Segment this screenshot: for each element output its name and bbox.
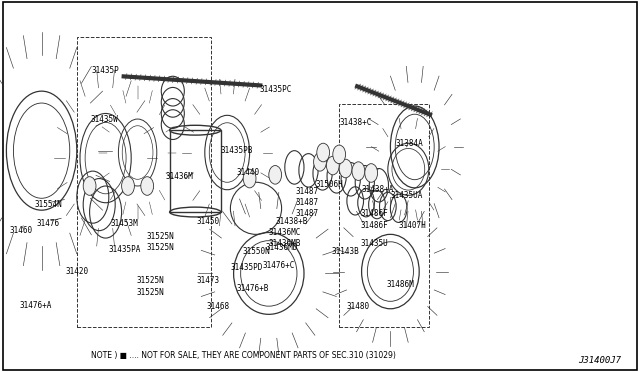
Text: 31487: 31487 <box>296 209 319 218</box>
Text: 31435UA: 31435UA <box>390 191 422 200</box>
Text: 31525N: 31525N <box>136 288 164 296</box>
Ellipse shape <box>122 177 134 195</box>
Ellipse shape <box>317 143 330 162</box>
Text: 31450: 31450 <box>196 217 220 226</box>
Bar <box>339 104 429 327</box>
Ellipse shape <box>269 166 282 184</box>
Text: 31550N: 31550N <box>242 247 270 256</box>
Ellipse shape <box>365 164 378 182</box>
Text: 31435P: 31435P <box>92 66 120 75</box>
Bar <box>77 37 211 327</box>
Text: 31525N: 31525N <box>136 276 164 285</box>
Ellipse shape <box>314 153 326 171</box>
Bar <box>170 130 221 212</box>
Ellipse shape <box>243 169 256 188</box>
Text: J31400J7: J31400J7 <box>578 356 621 365</box>
Text: 31435W: 31435W <box>90 115 118 124</box>
Text: 31435PB: 31435PB <box>221 146 253 155</box>
Text: 31460: 31460 <box>10 226 33 235</box>
Text: 31486F: 31486F <box>360 209 388 218</box>
Text: 31476: 31476 <box>36 219 60 228</box>
Text: 31436MB: 31436MB <box>269 239 301 248</box>
Text: 31143B: 31143B <box>332 247 360 256</box>
Ellipse shape <box>339 159 352 178</box>
Ellipse shape <box>352 162 365 180</box>
Text: 31468: 31468 <box>206 302 229 311</box>
Ellipse shape <box>333 145 346 164</box>
Text: 31440: 31440 <box>237 169 260 177</box>
Ellipse shape <box>141 177 154 195</box>
Text: NOTE ) ■ .... NOT FOR SALE, THEY ARE COMPONENT PARTS OF SEC.310 (31029): NOTE ) ■ .... NOT FOR SALE, THEY ARE COM… <box>91 351 396 360</box>
Text: 31476+C: 31476+C <box>262 262 294 270</box>
Text: 31525N: 31525N <box>146 243 174 252</box>
Ellipse shape <box>83 177 96 195</box>
Text: 31407H: 31407H <box>399 221 427 230</box>
Text: 31486F: 31486F <box>360 221 388 230</box>
Text: 31476+A: 31476+A <box>19 301 51 310</box>
Text: 31486M: 31486M <box>386 280 414 289</box>
Ellipse shape <box>326 156 339 175</box>
Text: 31480: 31480 <box>347 302 370 311</box>
Text: 31436M: 31436M <box>165 172 193 181</box>
Text: 31435PC: 31435PC <box>259 85 291 94</box>
Text: 31453M: 31453M <box>111 219 139 228</box>
Text: 31476+B: 31476+B <box>237 284 269 293</box>
Text: 31435PA: 31435PA <box>109 245 141 254</box>
Text: 31438+C: 31438+C <box>339 118 371 127</box>
Text: 31525N: 31525N <box>146 232 174 241</box>
Text: 31438+A: 31438+A <box>362 185 394 194</box>
Text: 31435U: 31435U <box>360 239 388 248</box>
Text: 31435PD: 31435PD <box>230 263 262 272</box>
Text: 31487: 31487 <box>296 198 319 207</box>
Text: 31473: 31473 <box>196 276 220 285</box>
Text: 31438+B: 31438+B <box>275 217 307 226</box>
Text: 31436MC: 31436MC <box>269 228 301 237</box>
Text: 31420: 31420 <box>65 267 88 276</box>
Text: 31506H: 31506H <box>316 180 344 189</box>
Text: 31487: 31487 <box>296 187 319 196</box>
Text: 31554N: 31554N <box>34 200 62 209</box>
Text: 31384A: 31384A <box>396 139 424 148</box>
Text: 31436MD: 31436MD <box>266 243 298 252</box>
